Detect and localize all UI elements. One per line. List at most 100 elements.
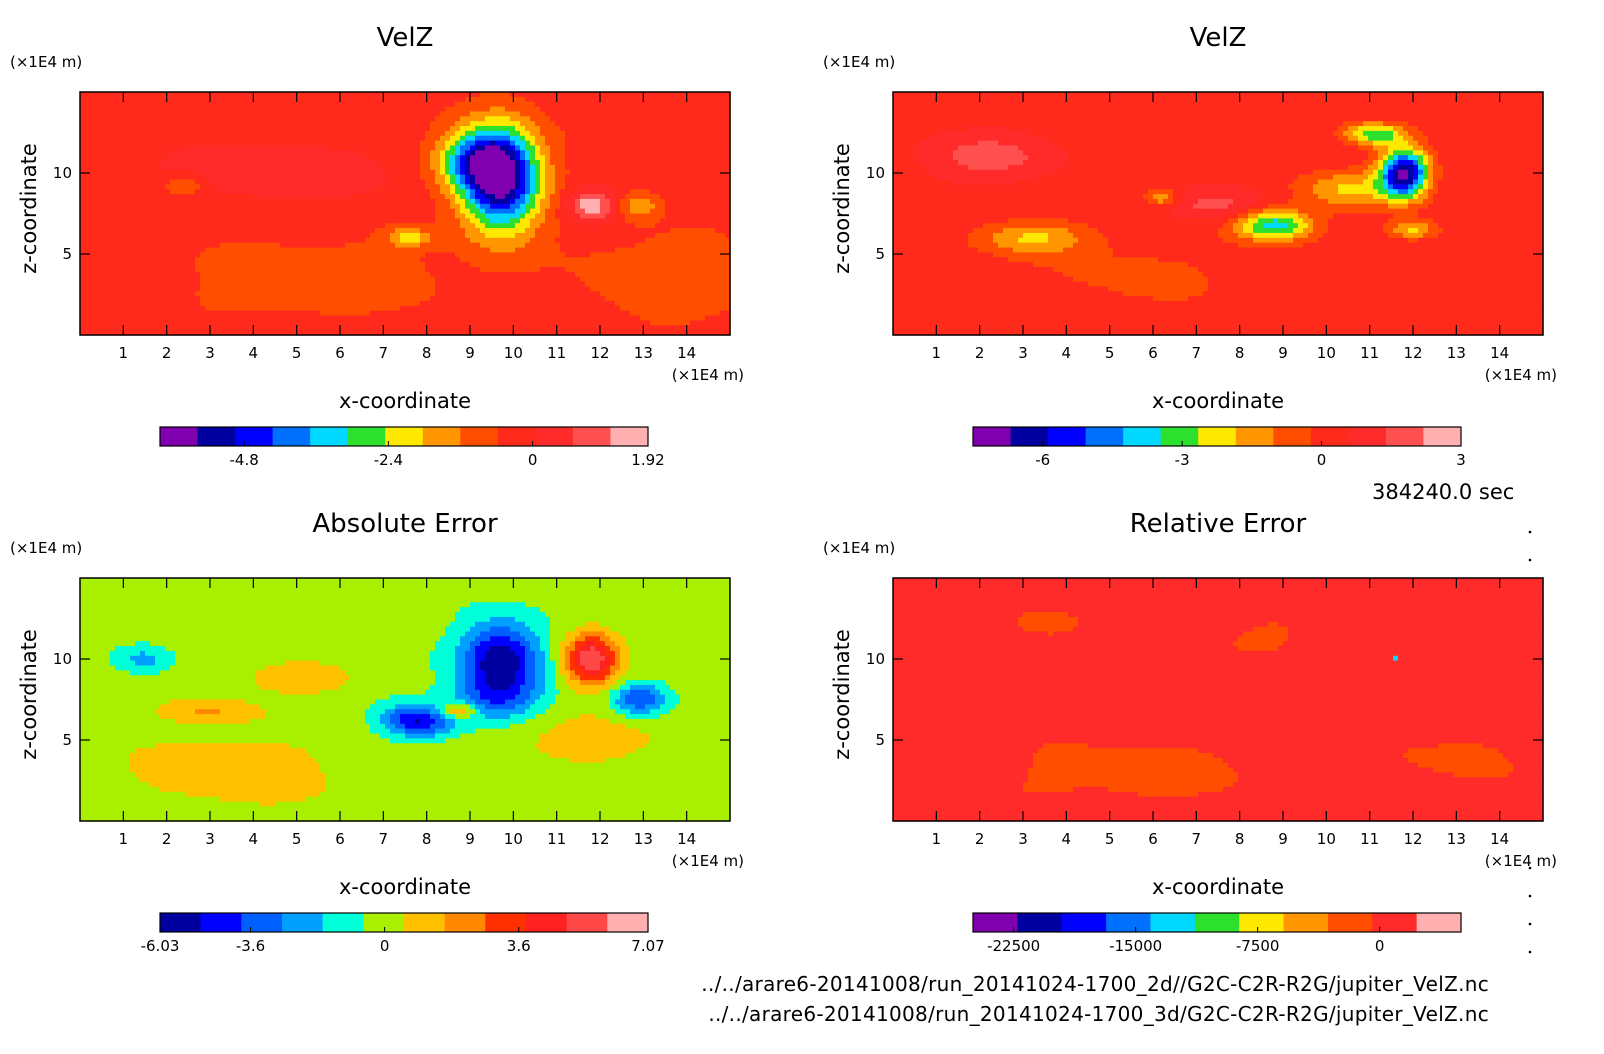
colorbar: -6 -3 0 3	[973, 427, 1466, 469]
x-tick-label: 11	[547, 344, 566, 362]
x-axis-label: x-coordinate	[1152, 389, 1284, 413]
colorbar-segment	[1328, 913, 1373, 932]
colorbar-segment	[198, 427, 236, 446]
x-tick-label: 7	[379, 344, 389, 362]
colorbar-segment	[535, 427, 573, 446]
x-tick-label: 14	[1490, 830, 1509, 848]
x-tick-label: 2	[162, 344, 172, 362]
x-tick-label: 3	[205, 830, 215, 848]
colorbar: -22500 -15000 -7500 0	[973, 913, 1461, 955]
y-axis-label: z-coordinate	[17, 629, 41, 760]
x-tick-label: 10	[504, 344, 523, 362]
x-tick-label: 10	[1317, 830, 1336, 848]
x-tick-label: 5	[292, 344, 302, 362]
x-tick-label: 14	[677, 830, 696, 848]
colorbar-segment	[1123, 427, 1161, 446]
colorbar-segment	[1386, 427, 1424, 446]
y-tick-label: 5	[62, 731, 72, 749]
x-tick-label: 6	[335, 830, 345, 848]
contour-field	[893, 92, 1544, 336]
y-tick-label: 5	[875, 245, 885, 263]
x-tick-label: 4	[249, 344, 259, 362]
x-axis-label: x-coordinate	[1152, 875, 1284, 899]
panel-title: VelZ	[377, 23, 434, 53]
colorbar-tick-label: 7.07	[631, 937, 664, 955]
y-tick-label: 10	[866, 164, 885, 182]
colorbar: -6.03 -3.6 0 3.6 7.07	[141, 913, 665, 955]
file-path-line-2: ../../arare6-20141008/run_20141024-1700_…	[708, 1002, 1489, 1026]
x-unit-label: (×1E4 m)	[672, 852, 744, 870]
colorbar-segment	[1311, 427, 1349, 446]
colorbar-tick-label: -22500	[987, 937, 1040, 955]
colorbar-tick-label: -3.6	[236, 937, 265, 955]
colorbar-segment	[1372, 913, 1417, 932]
colorbar-segment	[1239, 913, 1284, 932]
colorbar-segment	[1195, 913, 1240, 932]
contour-field	[893, 578, 1544, 822]
x-tick-label: 5	[1105, 830, 1115, 848]
x-tick-label: 1	[119, 830, 129, 848]
x-tick-label: 7	[1192, 344, 1202, 362]
colorbar-segment	[1161, 427, 1199, 446]
y-axis-label: z-coordinate	[830, 629, 854, 760]
colorbar-segment	[404, 913, 445, 932]
margin-dot	[1529, 923, 1532, 926]
colorbar-tick-label: -15000	[1109, 937, 1162, 955]
x-unit-label: (×1E4 m)	[1485, 852, 1557, 870]
colorbar-segment	[1273, 427, 1311, 446]
x-tick-label: 8	[422, 344, 432, 362]
x-tick-label: 4	[249, 830, 259, 848]
figure-canvas: 1 2 3 4 5 6 7 8 9 10 11 12 13 14510VelZ(×1E4 m)(×1E4 …	[0, 0, 1604, 1054]
colorbar-segment	[160, 427, 198, 446]
colorbar-segment	[385, 427, 423, 446]
colorbar-tick-label: -4.8	[229, 451, 258, 469]
x-tick-label: 1	[932, 830, 942, 848]
colorbar-segment	[973, 427, 1011, 446]
colorbar-segment	[1048, 427, 1086, 446]
colorbar-segment	[573, 427, 611, 446]
colorbar-segment	[1284, 913, 1329, 932]
x-tick-label: 9	[465, 344, 475, 362]
y-unit-label: (×1E4 m)	[10, 53, 82, 71]
colorbar-tick-label: 3.6	[507, 937, 531, 955]
time-label: 384240.0 sec	[1372, 480, 1514, 504]
x-tick-label: 13	[1447, 830, 1466, 848]
x-tick-label: 8	[422, 830, 432, 848]
colorbar-segment	[1423, 427, 1461, 446]
y-tick-label: 5	[875, 731, 885, 749]
x-axis-label: x-coordinate	[339, 389, 471, 413]
x-unit-label: (×1E4 m)	[672, 366, 744, 384]
x-tick-label: 10	[504, 830, 523, 848]
colorbar-tick-label: -7500	[1236, 937, 1280, 955]
x-tick-label: 13	[634, 830, 653, 848]
x-tick-label: 8	[1235, 344, 1245, 362]
x-tick-label: 6	[1148, 344, 1158, 362]
x-tick-label: 5	[1105, 344, 1115, 362]
colorbar-segment	[1150, 913, 1195, 932]
colorbar-tick-label: -6.03	[141, 937, 180, 955]
x-tick-label: 9	[1278, 344, 1288, 362]
colorbar-tick-label: 0	[1317, 451, 1327, 469]
x-tick-label: 14	[677, 344, 696, 362]
x-tick-label: 1	[932, 344, 942, 362]
colorbar-segment	[273, 427, 311, 446]
colorbar-segment	[160, 913, 201, 932]
colorbar-segment	[607, 913, 648, 932]
colorbar-tick-label: 3	[1456, 451, 1466, 469]
x-tick-label: 3	[1018, 344, 1028, 362]
margin-dot	[1529, 559, 1532, 562]
colorbar-segment	[241, 913, 282, 932]
y-unit-label: (×1E4 m)	[823, 53, 895, 71]
colorbar-segment	[526, 913, 567, 932]
x-tick-label: 3	[1018, 830, 1028, 848]
x-tick-label: 9	[1278, 830, 1288, 848]
colorbar-segment	[1017, 913, 1062, 932]
x-tick-label: 12	[1403, 830, 1422, 848]
colorbar-segment	[423, 427, 461, 446]
x-unit-label: (×1E4 m)	[1485, 366, 1557, 384]
colorbar-segment	[282, 913, 323, 932]
y-tick-label: 10	[53, 650, 72, 668]
